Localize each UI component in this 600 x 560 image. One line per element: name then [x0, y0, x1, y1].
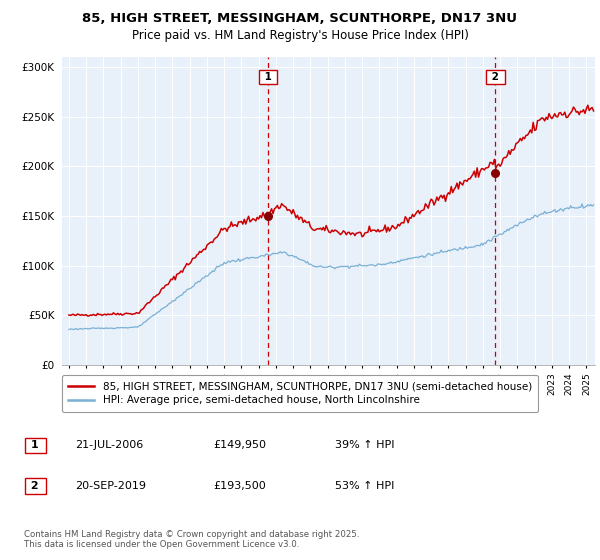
Text: 2: 2: [488, 72, 503, 82]
Text: £149,950: £149,950: [214, 440, 266, 450]
Text: 39% ↑ HPI: 39% ↑ HPI: [335, 440, 394, 450]
Text: 2: 2: [27, 481, 43, 491]
Legend: 85, HIGH STREET, MESSINGHAM, SCUNTHORPE, DN17 3NU (semi-detached house), HPI: Av: 85, HIGH STREET, MESSINGHAM, SCUNTHORPE,…: [62, 375, 538, 412]
Text: 53% ↑ HPI: 53% ↑ HPI: [335, 481, 394, 491]
Text: Contains HM Land Registry data © Crown copyright and database right 2025.
This d: Contains HM Land Registry data © Crown c…: [23, 530, 359, 549]
Text: 21-JUL-2006: 21-JUL-2006: [76, 440, 143, 450]
Text: 85, HIGH STREET, MESSINGHAM, SCUNTHORPE, DN17 3NU: 85, HIGH STREET, MESSINGHAM, SCUNTHORPE,…: [83, 12, 517, 26]
Text: £193,500: £193,500: [214, 481, 266, 491]
Text: 20-SEP-2019: 20-SEP-2019: [76, 481, 146, 491]
Text: 1: 1: [27, 440, 43, 450]
Text: 1: 1: [261, 72, 275, 82]
Text: Price paid vs. HM Land Registry's House Price Index (HPI): Price paid vs. HM Land Registry's House …: [131, 30, 469, 43]
